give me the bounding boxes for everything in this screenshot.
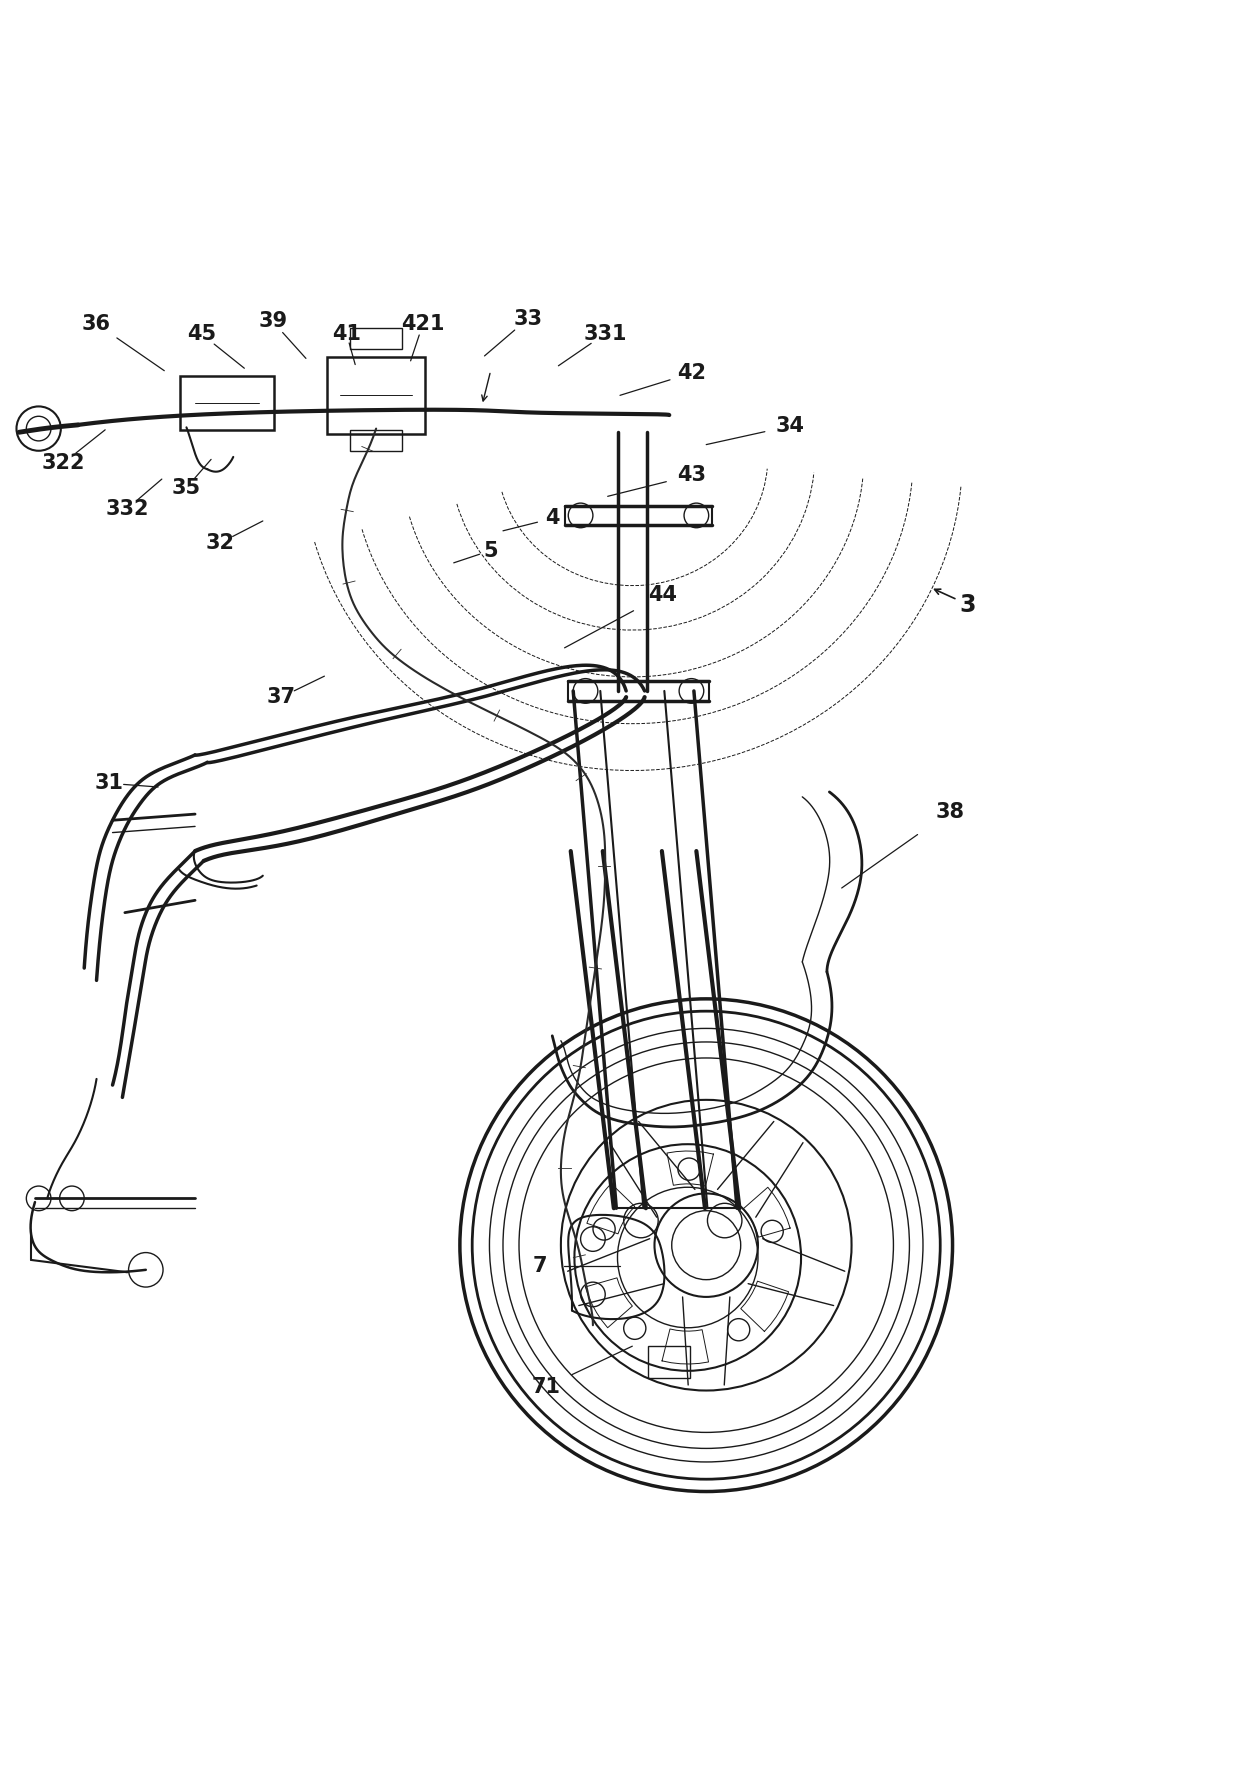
Text: 45: 45 <box>187 323 216 345</box>
Text: 41: 41 <box>332 323 361 345</box>
Text: 5: 5 <box>484 540 498 561</box>
Text: 71: 71 <box>532 1376 560 1398</box>
Text: 44: 44 <box>649 584 677 606</box>
Text: 35: 35 <box>172 478 201 497</box>
Text: 31: 31 <box>94 773 123 794</box>
Text: 421: 421 <box>402 314 445 334</box>
Text: 34: 34 <box>775 416 805 437</box>
Text: 3: 3 <box>959 593 976 616</box>
Text: 36: 36 <box>82 314 112 334</box>
Text: 33: 33 <box>513 309 542 329</box>
Text: 38: 38 <box>936 801 965 822</box>
Text: 42: 42 <box>677 362 706 384</box>
Text: 32: 32 <box>205 533 234 552</box>
Text: 39: 39 <box>258 311 288 332</box>
Text: 4: 4 <box>546 508 559 529</box>
Text: 37: 37 <box>267 687 296 707</box>
Text: 331: 331 <box>584 323 627 345</box>
Text: 43: 43 <box>677 465 706 485</box>
Text: 332: 332 <box>105 499 149 519</box>
Text: 322: 322 <box>41 453 86 472</box>
Text: 7: 7 <box>533 1256 547 1277</box>
